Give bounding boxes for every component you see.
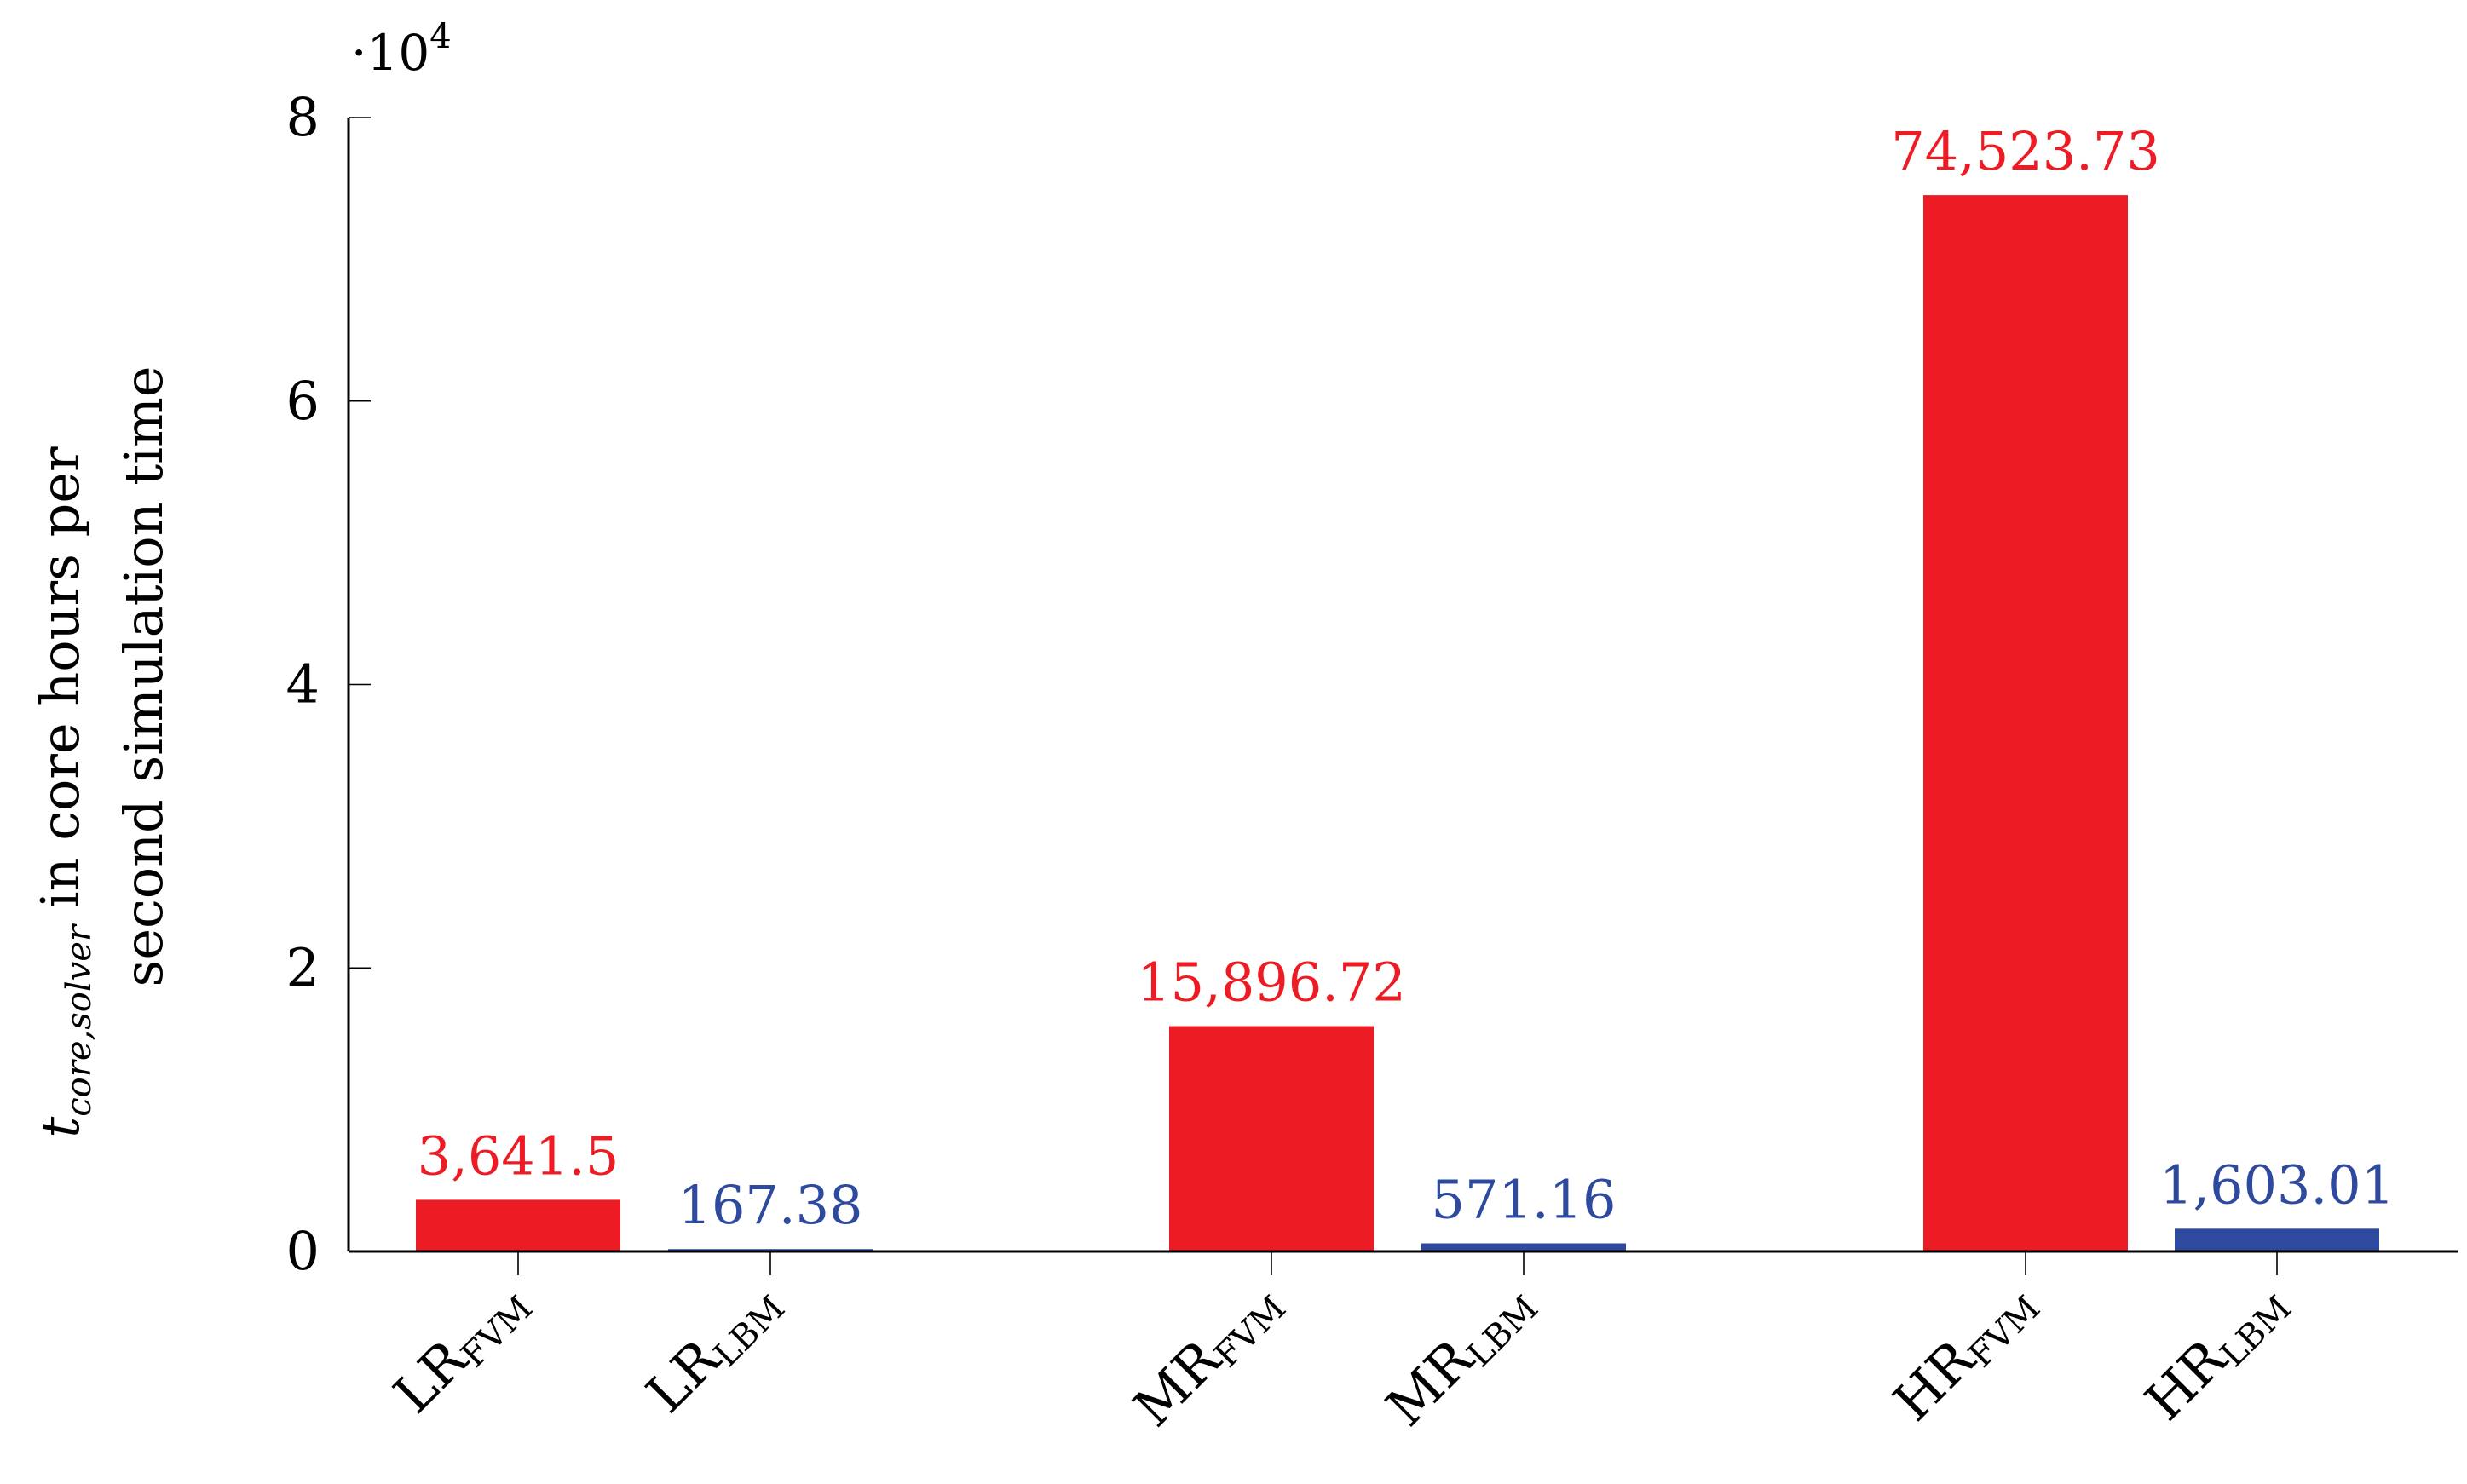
bar-hr-fvm: [1923, 195, 2128, 1251]
y-multiplier-exp: 4: [429, 17, 451, 56]
bar-mr-fvm: [1169, 1026, 1374, 1251]
data-label-mr-fvm: 15,896.72: [1137, 952, 1406, 1014]
bar-hr-lbm: [2175, 1228, 2379, 1251]
y-axis-label-line2: second simulation time: [112, 366, 175, 987]
x-ticks-layer: LRFVM LRLBM MRFVM MRLBM HRFVM HRLBM: [382, 1251, 2299, 1441]
y-tick-label-8: 8: [286, 86, 320, 148]
y-axis-label-symbol: t: [29, 1117, 91, 1138]
y-multiplier: ·104: [351, 17, 452, 82]
axes-layer: [347, 118, 2458, 1253]
data-label-mr-lbm: 571.16: [1432, 1168, 1617, 1230]
data-label-hr-lbm: 1,603.01: [2159, 1153, 2395, 1216]
bar-mr-lbm: [1421, 1243, 1626, 1251]
x-tick-label-hr-fvm: HRFVM: [1882, 1269, 2048, 1435]
y-tick-label-2: 2: [286, 936, 320, 998]
y-axis-label-line1: tcore,solver in core hours per: [29, 446, 99, 1138]
x-tick-label-lr-fvm: LRFVM: [382, 1269, 540, 1428]
y-tick-label-6: 6: [286, 370, 320, 432]
y-tick-label-4: 4: [286, 653, 320, 716]
data-label-hr-fvm: 74,523.73: [1891, 120, 2160, 182]
y-axis-label-rest: in core hours per: [29, 446, 91, 925]
bar-lr-fvm: [416, 1199, 620, 1251]
y-axis-label-subscript: core,solver: [60, 923, 99, 1117]
x-tick-label-mr-fvm: MRFVM: [1121, 1269, 1294, 1441]
data-label-lr-fvm: 3,641.5: [418, 1125, 620, 1187]
x-tick-label-lr-lbm: LRLBM: [634, 1269, 793, 1428]
y-ticks-layer: 0 2 4 6 8: [286, 86, 371, 1282]
data-label-lr-lbm: 167.38: [678, 1174, 863, 1236]
x-tick-label-hr-lbm: HRLBM: [2133, 1269, 2299, 1435]
y-tick-label-0: 0: [286, 1220, 320, 1282]
bars-layer: [416, 195, 2379, 1251]
y-axis-label: tcore,solver in core hours per second si…: [29, 366, 175, 1138]
data-labels-layer: 3,641.5 167.38 15,896.72 571.16 74,523.73 1,6…: [418, 120, 2395, 1236]
x-tick-label-mr-lbm: MRLBM: [1375, 1269, 1547, 1441]
y-multiplier-base: ·10: [351, 24, 429, 82]
